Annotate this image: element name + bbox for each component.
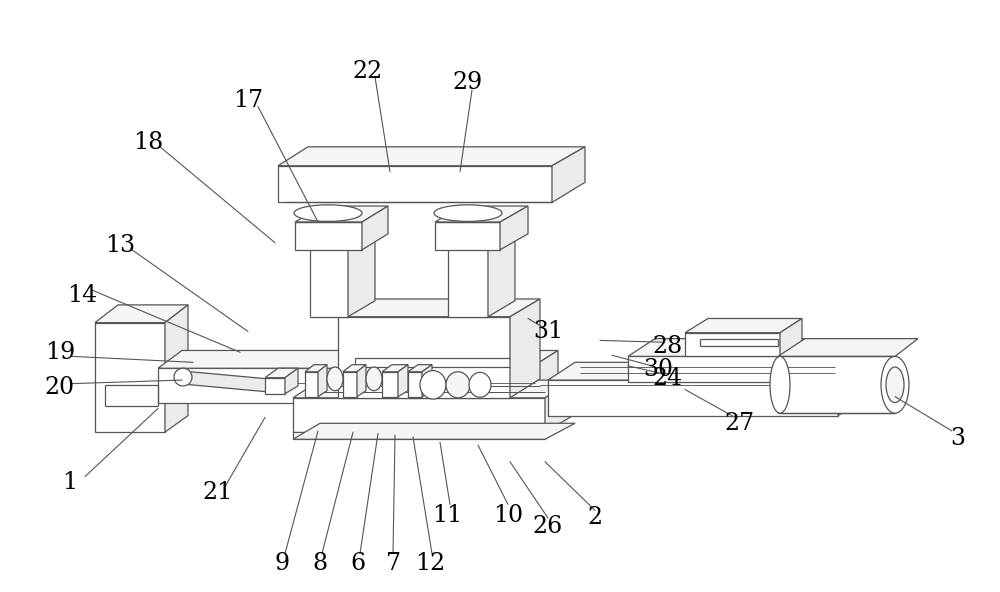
Polygon shape: [548, 362, 868, 380]
Polygon shape: [628, 339, 862, 356]
Polygon shape: [293, 432, 545, 439]
Text: 12: 12: [415, 552, 445, 575]
Polygon shape: [343, 372, 357, 397]
Text: 20: 20: [45, 377, 75, 399]
Polygon shape: [548, 380, 838, 416]
Text: 31: 31: [533, 320, 563, 343]
Polygon shape: [448, 231, 488, 317]
Polygon shape: [362, 206, 388, 250]
Text: 7: 7: [386, 552, 400, 575]
Polygon shape: [685, 333, 780, 356]
Polygon shape: [778, 339, 918, 356]
Ellipse shape: [881, 356, 909, 413]
Text: 27: 27: [725, 412, 755, 435]
Polygon shape: [488, 214, 515, 317]
Polygon shape: [838, 362, 868, 416]
Polygon shape: [265, 378, 285, 394]
Polygon shape: [422, 365, 432, 397]
Polygon shape: [348, 214, 375, 317]
Polygon shape: [265, 368, 298, 378]
Polygon shape: [780, 318, 802, 356]
Polygon shape: [338, 299, 540, 317]
Polygon shape: [382, 365, 408, 372]
Polygon shape: [95, 305, 188, 323]
Polygon shape: [435, 222, 500, 250]
Text: 17: 17: [233, 89, 263, 112]
Text: 24: 24: [653, 368, 683, 390]
Polygon shape: [165, 305, 188, 432]
Text: 6: 6: [350, 552, 366, 575]
Polygon shape: [293, 398, 545, 432]
Text: 18: 18: [133, 131, 163, 153]
Ellipse shape: [770, 356, 790, 413]
Text: 8: 8: [312, 552, 328, 575]
Polygon shape: [310, 231, 348, 317]
Polygon shape: [285, 368, 298, 394]
Polygon shape: [448, 214, 515, 231]
Text: 22: 22: [353, 60, 383, 82]
Polygon shape: [408, 372, 422, 397]
Ellipse shape: [434, 205, 502, 221]
Ellipse shape: [327, 367, 343, 391]
Polygon shape: [95, 323, 165, 432]
Ellipse shape: [469, 372, 491, 397]
Polygon shape: [338, 317, 510, 398]
Text: 11: 11: [432, 504, 462, 526]
Text: 19: 19: [45, 341, 75, 363]
Polygon shape: [158, 350, 558, 368]
Polygon shape: [835, 339, 862, 382]
Text: 3: 3: [950, 427, 966, 449]
Polygon shape: [382, 372, 398, 397]
Ellipse shape: [174, 368, 192, 386]
Ellipse shape: [420, 371, 446, 399]
Polygon shape: [310, 214, 375, 231]
Polygon shape: [628, 356, 835, 382]
Text: 21: 21: [203, 481, 233, 504]
Polygon shape: [435, 206, 528, 222]
Polygon shape: [343, 365, 366, 372]
Polygon shape: [318, 365, 327, 397]
Polygon shape: [685, 318, 802, 333]
Polygon shape: [778, 356, 895, 413]
Polygon shape: [500, 206, 528, 250]
Polygon shape: [295, 222, 362, 250]
Text: 14: 14: [67, 285, 97, 307]
Polygon shape: [545, 380, 575, 432]
Text: 9: 9: [274, 552, 290, 575]
Polygon shape: [178, 371, 268, 392]
Text: 30: 30: [643, 359, 673, 381]
Text: 13: 13: [105, 234, 135, 257]
Polygon shape: [305, 372, 318, 397]
Polygon shape: [357, 365, 366, 397]
Polygon shape: [408, 365, 432, 372]
Text: 26: 26: [533, 516, 563, 538]
Ellipse shape: [294, 205, 362, 221]
Ellipse shape: [366, 367, 382, 391]
Polygon shape: [305, 365, 327, 372]
Ellipse shape: [446, 372, 470, 398]
Polygon shape: [295, 206, 388, 222]
Text: 28: 28: [653, 335, 683, 358]
Polygon shape: [293, 380, 575, 398]
Text: 29: 29: [453, 72, 483, 94]
Polygon shape: [552, 147, 585, 202]
Text: 10: 10: [493, 504, 523, 526]
Polygon shape: [510, 299, 540, 398]
Text: 2: 2: [587, 507, 603, 529]
Polygon shape: [158, 368, 530, 403]
Polygon shape: [530, 350, 558, 403]
Text: 1: 1: [62, 471, 78, 494]
Ellipse shape: [886, 367, 904, 403]
Polygon shape: [278, 166, 552, 202]
Polygon shape: [398, 365, 408, 397]
Polygon shape: [293, 423, 575, 439]
Polygon shape: [278, 147, 585, 166]
